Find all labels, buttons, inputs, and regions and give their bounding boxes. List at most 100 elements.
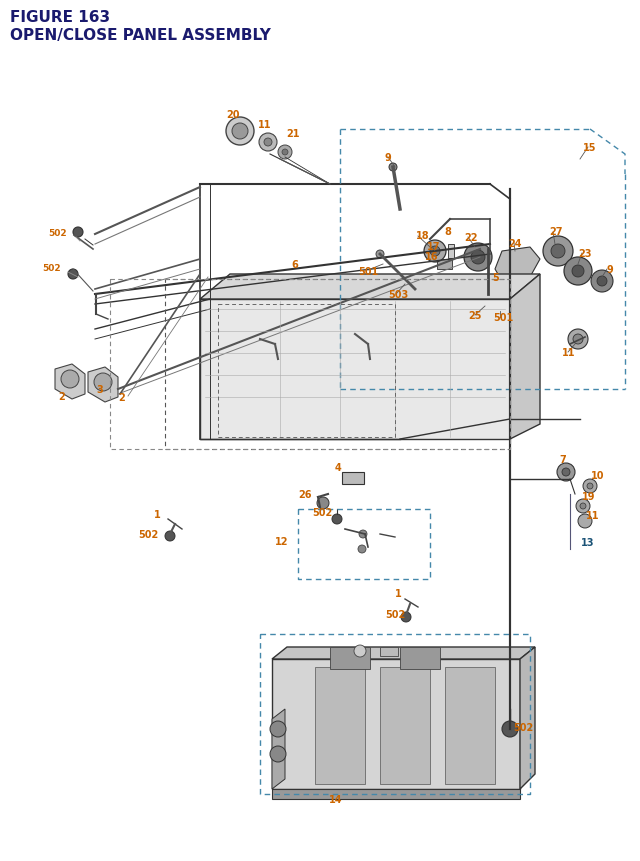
- Circle shape: [401, 612, 411, 623]
- Circle shape: [232, 124, 248, 139]
- Text: 1: 1: [154, 510, 161, 519]
- Text: 502: 502: [138, 530, 158, 539]
- Circle shape: [573, 335, 583, 344]
- Circle shape: [591, 270, 613, 293]
- Polygon shape: [315, 667, 365, 784]
- Bar: [497, 307, 511, 314]
- Text: 502: 502: [312, 507, 332, 517]
- Circle shape: [264, 139, 272, 147]
- Polygon shape: [380, 667, 430, 784]
- Text: 10: 10: [591, 470, 605, 480]
- Circle shape: [282, 150, 288, 156]
- Text: 9: 9: [385, 152, 392, 163]
- Text: 13: 13: [581, 537, 595, 548]
- Text: 502: 502: [49, 228, 67, 238]
- Text: 11: 11: [259, 120, 272, 130]
- Circle shape: [568, 330, 588, 350]
- Text: 6: 6: [292, 260, 298, 269]
- Circle shape: [551, 245, 565, 258]
- Text: 1: 1: [395, 588, 401, 598]
- Circle shape: [376, 251, 384, 258]
- Text: 502: 502: [385, 610, 405, 619]
- Bar: [437, 260, 452, 269]
- Text: 21: 21: [286, 129, 300, 139]
- Circle shape: [94, 374, 112, 392]
- Polygon shape: [272, 789, 520, 799]
- Text: 11: 11: [586, 511, 600, 520]
- Circle shape: [562, 468, 570, 476]
- Text: 22: 22: [464, 232, 477, 243]
- Text: 501: 501: [493, 313, 513, 323]
- Text: 502: 502: [43, 263, 61, 272]
- Circle shape: [259, 133, 277, 152]
- Text: 12: 12: [275, 536, 289, 547]
- Polygon shape: [272, 647, 535, 660]
- Text: 24: 24: [508, 238, 522, 249]
- Circle shape: [358, 545, 366, 554]
- Circle shape: [389, 164, 397, 172]
- Polygon shape: [520, 647, 535, 789]
- Text: 8: 8: [445, 226, 451, 237]
- Polygon shape: [88, 368, 118, 403]
- Circle shape: [471, 251, 485, 264]
- Circle shape: [502, 722, 518, 737]
- Circle shape: [354, 645, 366, 657]
- Circle shape: [317, 498, 329, 510]
- Polygon shape: [272, 660, 520, 789]
- Bar: [448, 245, 454, 258]
- Bar: [400, 647, 440, 669]
- Circle shape: [557, 463, 575, 481]
- Polygon shape: [445, 667, 495, 784]
- Circle shape: [332, 514, 342, 524]
- Polygon shape: [55, 364, 85, 400]
- Polygon shape: [200, 300, 510, 439]
- Text: OPEN/CLOSE PANEL ASSEMBLY: OPEN/CLOSE PANEL ASSEMBLY: [10, 28, 271, 43]
- Bar: [380, 647, 398, 656]
- Circle shape: [226, 118, 254, 146]
- Text: 5: 5: [493, 273, 499, 282]
- Text: 9: 9: [607, 264, 613, 275]
- Text: 502: 502: [513, 722, 533, 732]
- Circle shape: [165, 531, 175, 542]
- Circle shape: [270, 722, 286, 737]
- Circle shape: [576, 499, 590, 513]
- Text: 7: 7: [559, 455, 566, 464]
- Text: 18: 18: [416, 231, 430, 241]
- Circle shape: [583, 480, 597, 493]
- Polygon shape: [495, 248, 540, 282]
- Circle shape: [359, 530, 367, 538]
- Circle shape: [424, 241, 446, 263]
- Text: 14: 14: [329, 794, 343, 804]
- Text: FIGURE 163: FIGURE 163: [10, 10, 110, 25]
- Text: 2: 2: [118, 393, 125, 403]
- Circle shape: [587, 483, 593, 489]
- Polygon shape: [272, 709, 285, 789]
- Circle shape: [270, 746, 286, 762]
- Circle shape: [68, 269, 78, 280]
- Circle shape: [475, 299, 485, 308]
- Circle shape: [564, 257, 592, 286]
- Bar: [342, 473, 364, 485]
- Circle shape: [578, 514, 592, 529]
- Text: 25: 25: [468, 311, 482, 320]
- Text: 19: 19: [582, 492, 596, 501]
- Circle shape: [73, 228, 83, 238]
- Circle shape: [597, 276, 607, 287]
- Text: 11: 11: [563, 348, 576, 357]
- Polygon shape: [510, 275, 540, 439]
- Text: 503: 503: [388, 289, 408, 300]
- Bar: [480, 300, 498, 307]
- Circle shape: [61, 370, 79, 388]
- Circle shape: [580, 504, 586, 510]
- Circle shape: [430, 247, 440, 257]
- Text: 4: 4: [335, 462, 341, 473]
- Text: 3: 3: [97, 385, 104, 394]
- Text: 501: 501: [358, 267, 378, 276]
- Text: 15: 15: [583, 143, 596, 152]
- Text: 16: 16: [425, 251, 439, 262]
- Text: 23: 23: [579, 249, 592, 258]
- Circle shape: [464, 244, 492, 272]
- Circle shape: [572, 266, 584, 278]
- Text: 17: 17: [428, 242, 441, 251]
- Bar: [330, 647, 370, 669]
